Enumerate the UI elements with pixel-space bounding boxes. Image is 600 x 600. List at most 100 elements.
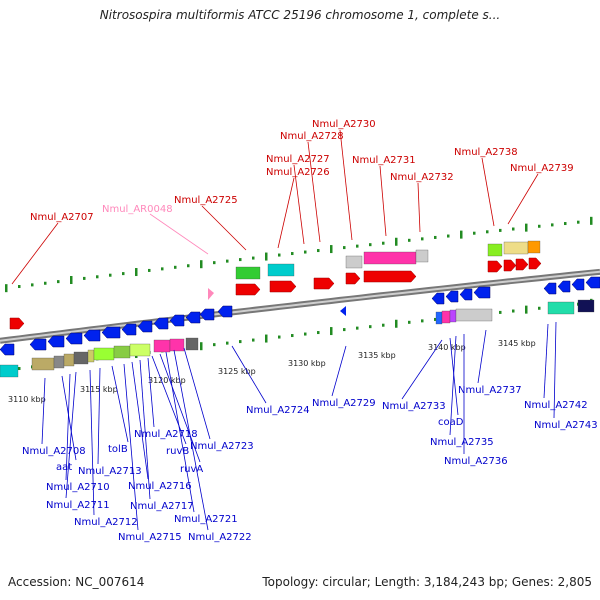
reverse-label-leader <box>401 339 443 400</box>
reverse-gene-arrow[interactable] <box>137 320 153 333</box>
forward-tick <box>278 253 281 257</box>
reverse-gene-arrow[interactable] <box>199 308 215 321</box>
reverse-gene-arrow[interactable] <box>47 335 65 348</box>
reverse-domain-box <box>129 343 151 357</box>
forward-tick <box>213 261 216 265</box>
reverse-gene-label: Nmul_A2724 <box>246 405 310 416</box>
reverse-gene-arrow[interactable] <box>585 276 600 289</box>
reverse-domain-box <box>63 353 75 367</box>
forward-gene-label: Nmul_A2728 <box>280 131 344 142</box>
reverse-gene-arrow[interactable] <box>65 332 83 345</box>
forward-label-leader <box>417 182 421 233</box>
forward-tick <box>564 222 567 226</box>
reverse-gene-arrow[interactable] <box>217 305 233 318</box>
reverse-gene-label: Nmul_A2718 <box>134 429 198 440</box>
reverse-tick <box>538 306 541 310</box>
reverse-tick <box>317 331 320 335</box>
forward-domain-box <box>235 266 261 280</box>
reverse-tick <box>421 319 424 323</box>
forward-domain-box <box>267 263 295 277</box>
reverse-tick <box>265 334 268 343</box>
reverse-gene-arrow[interactable] <box>101 326 121 339</box>
reverse-gene-label: Nmul_A2716 <box>128 481 192 492</box>
accession-label: Accession: NC_007614 <box>8 575 145 589</box>
forward-tick <box>239 258 242 262</box>
reverse-tick <box>343 328 346 332</box>
reverse-gene-arrow[interactable] <box>29 338 47 351</box>
forward-gene-arrow[interactable] <box>515 258 529 271</box>
map-title: Nitrosospira multiformis ATCC 25196 chro… <box>99 8 501 22</box>
forward-gene-label: Nmul_A2725 <box>174 195 238 206</box>
forward-gene-arrow[interactable] <box>363 270 417 283</box>
reverse-domain-box <box>455 308 493 322</box>
reverse-gene-arrow[interactable] <box>473 286 491 299</box>
reverse-gene-arrow[interactable] <box>83 329 101 342</box>
reverse-domain-box <box>87 349 95 363</box>
scale-label: 3120 kbp <box>148 376 186 385</box>
reverse-gene-arrow[interactable] <box>571 278 585 291</box>
forward-gene-arrow[interactable] <box>528 257 542 270</box>
reverse-gene-arrow[interactable] <box>445 290 459 303</box>
reverse-gene-arrow[interactable] <box>185 311 201 324</box>
forward-tick <box>304 250 307 254</box>
reverse-gene-label: Nmul_A2729 <box>312 398 376 409</box>
forward-gene-label: Nmul_A2738 <box>454 147 518 158</box>
reverse-tick <box>18 367 21 371</box>
forward-gene-arrow[interactable] <box>487 260 503 273</box>
forward-domain-box <box>487 243 503 257</box>
forward-tick <box>70 276 73 285</box>
forward-gene-label: Nmul_A2726 <box>266 167 330 178</box>
reverse-tick <box>512 309 515 313</box>
reverse-gene-label: Nmul_A2715 <box>118 532 182 543</box>
topology-summary: Topology: circular; Length: 3,184,243 bp… <box>262 575 592 589</box>
forward-gene-arrow[interactable] <box>345 272 361 285</box>
reverse-domain-box <box>435 311 443 325</box>
reverse-domain-box <box>73 351 89 365</box>
reverse-gene-arrow[interactable] <box>543 282 557 295</box>
reverse-gene-arrow[interactable] <box>121 323 137 336</box>
forward-tick <box>486 230 489 234</box>
reverse-tick <box>213 343 216 347</box>
reverse-gene-arrow[interactable] <box>169 314 185 327</box>
reverse-gene-arrow[interactable] <box>340 306 346 316</box>
forward-gene-arrow[interactable] <box>313 277 335 290</box>
forward-label-leader <box>201 205 247 251</box>
reverse-label-leader <box>159 353 201 463</box>
forward-gene-arrow[interactable] <box>269 280 297 293</box>
reverse-gene-label: ruvB <box>166 446 189 457</box>
reverse-gene-arrow[interactable] <box>557 280 571 293</box>
forward-gene-arrow[interactable] <box>235 283 261 296</box>
scale-label: 3145 kbp <box>498 339 536 348</box>
forward-domain-box <box>345 255 363 269</box>
reverse-gene-arrow[interactable] <box>153 317 169 330</box>
reverse-gene-label: Nmul_A2713 <box>78 466 142 477</box>
forward-tick <box>590 216 593 225</box>
forward-gene-arrow[interactable] <box>9 317 25 330</box>
reverse-label-leader <box>61 375 77 461</box>
forward-gene-arrow[interactable] <box>503 259 517 272</box>
rna-gene-marker[interactable] <box>208 288 214 300</box>
reverse-tick <box>525 305 528 314</box>
forward-label-leader <box>507 173 539 225</box>
chromosome-backbone-highlight <box>0 270 600 342</box>
scale-label: 3130 kbp <box>288 359 326 368</box>
forward-tick <box>369 243 372 247</box>
forward-label-leader <box>277 177 295 249</box>
scale-label: 3110 kbp <box>8 395 46 404</box>
forward-tick <box>460 230 463 239</box>
reverse-gene-arrow[interactable] <box>0 343 15 356</box>
reverse-gene-arrow[interactable] <box>459 288 473 301</box>
reverse-gene-label: ruvA <box>180 464 203 475</box>
forward-tick <box>252 256 255 260</box>
reverse-gene-label: Nmul_A2711 <box>46 500 110 511</box>
reverse-domain-box <box>113 345 131 359</box>
reverse-label-leader <box>139 359 151 500</box>
forward-tick <box>44 281 47 285</box>
reverse-gene-arrow[interactable] <box>431 292 445 305</box>
scale-label: 3140 kbp <box>428 343 466 352</box>
forward-tick <box>291 252 294 256</box>
reverse-domain-box <box>577 299 595 313</box>
reverse-label-leader <box>97 367 101 465</box>
forward-label-leader <box>307 141 321 243</box>
